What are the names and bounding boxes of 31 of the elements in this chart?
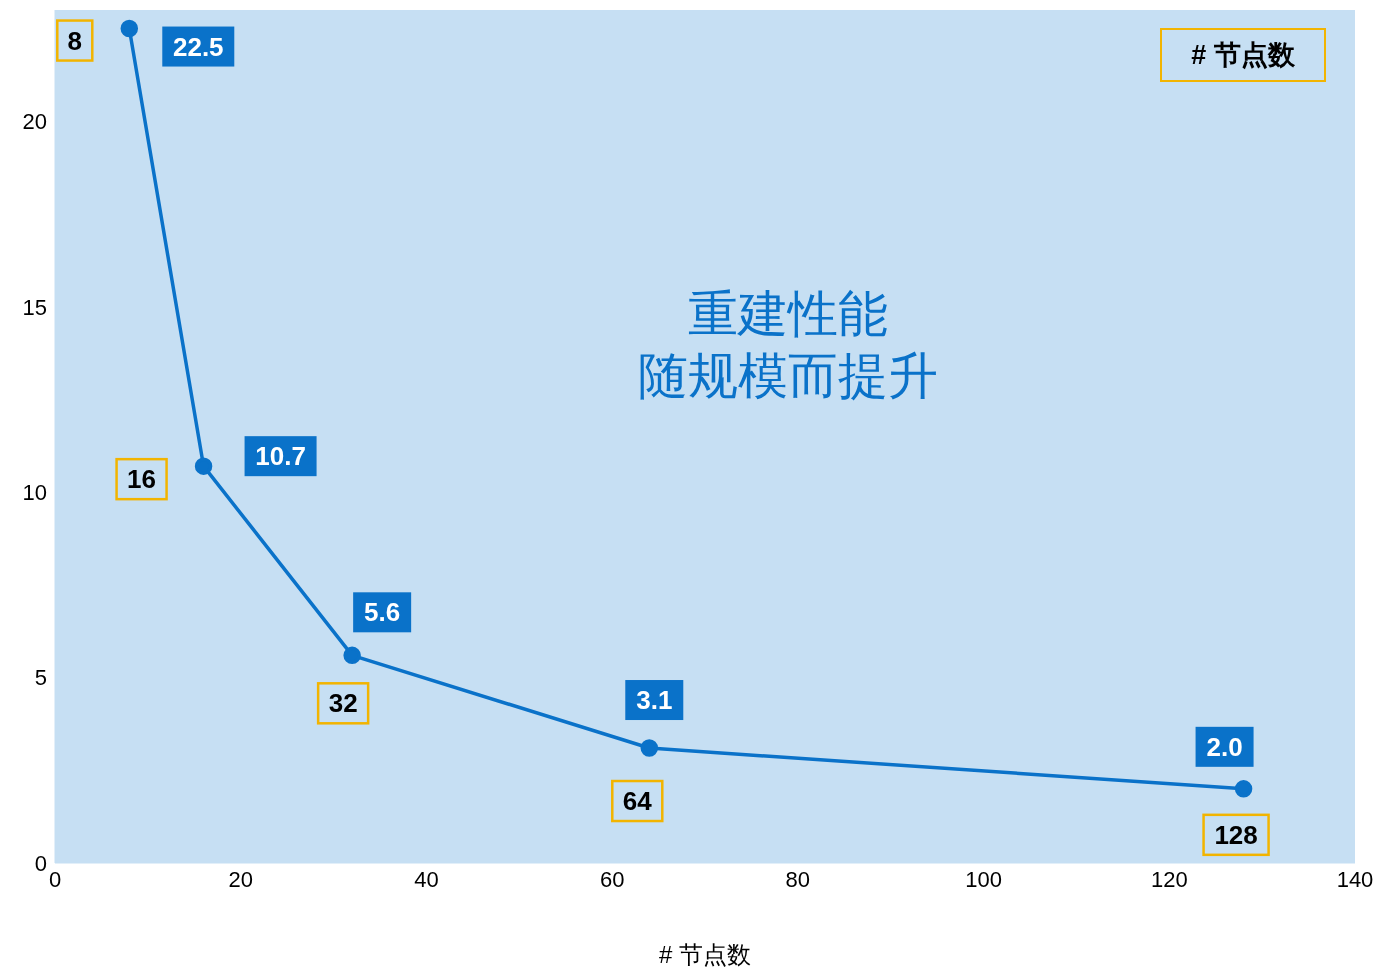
text: 重建性能 [687,285,889,344]
data-label: 10.7 [255,441,306,472]
x-tick-label: 40 [414,866,439,892]
x-axis-title: # 节点数 [658,941,752,968]
data-label: 2.0 [1206,731,1243,762]
annotation: 8 [67,25,83,56]
text: 随规模而提升 [637,347,939,406]
annotation: 16 [127,464,157,495]
data-label: 5.6 [364,597,401,628]
point [194,457,213,475]
y-tick-label: 10 [22,479,47,505]
x-tick-label: 80 [785,866,811,892]
y-tick-label: 15 [22,294,47,320]
y-tick-label: 20 [22,109,47,135]
y-tick-label: 5 [34,665,47,691]
x-tick-label: 60 [599,866,625,892]
point [343,646,361,665]
annotation: 128 [1214,819,1258,850]
annotation: 32 [328,688,358,719]
x-tick-label: 100 [965,866,1002,892]
annotation: 64 [622,786,653,817]
y-tick-label: 0 [34,850,47,876]
annotation: # 节点数 [1160,28,1326,82]
data-label: 22.5 [172,31,224,62]
point [1234,780,1253,798]
point [120,19,139,38]
point [640,739,659,757]
x-tick-label: 140 [1336,866,1374,892]
data-label: 3.1 [636,685,673,716]
x-tick-label: 120 [1150,866,1188,892]
x-tick-label: 20 [228,866,253,892]
